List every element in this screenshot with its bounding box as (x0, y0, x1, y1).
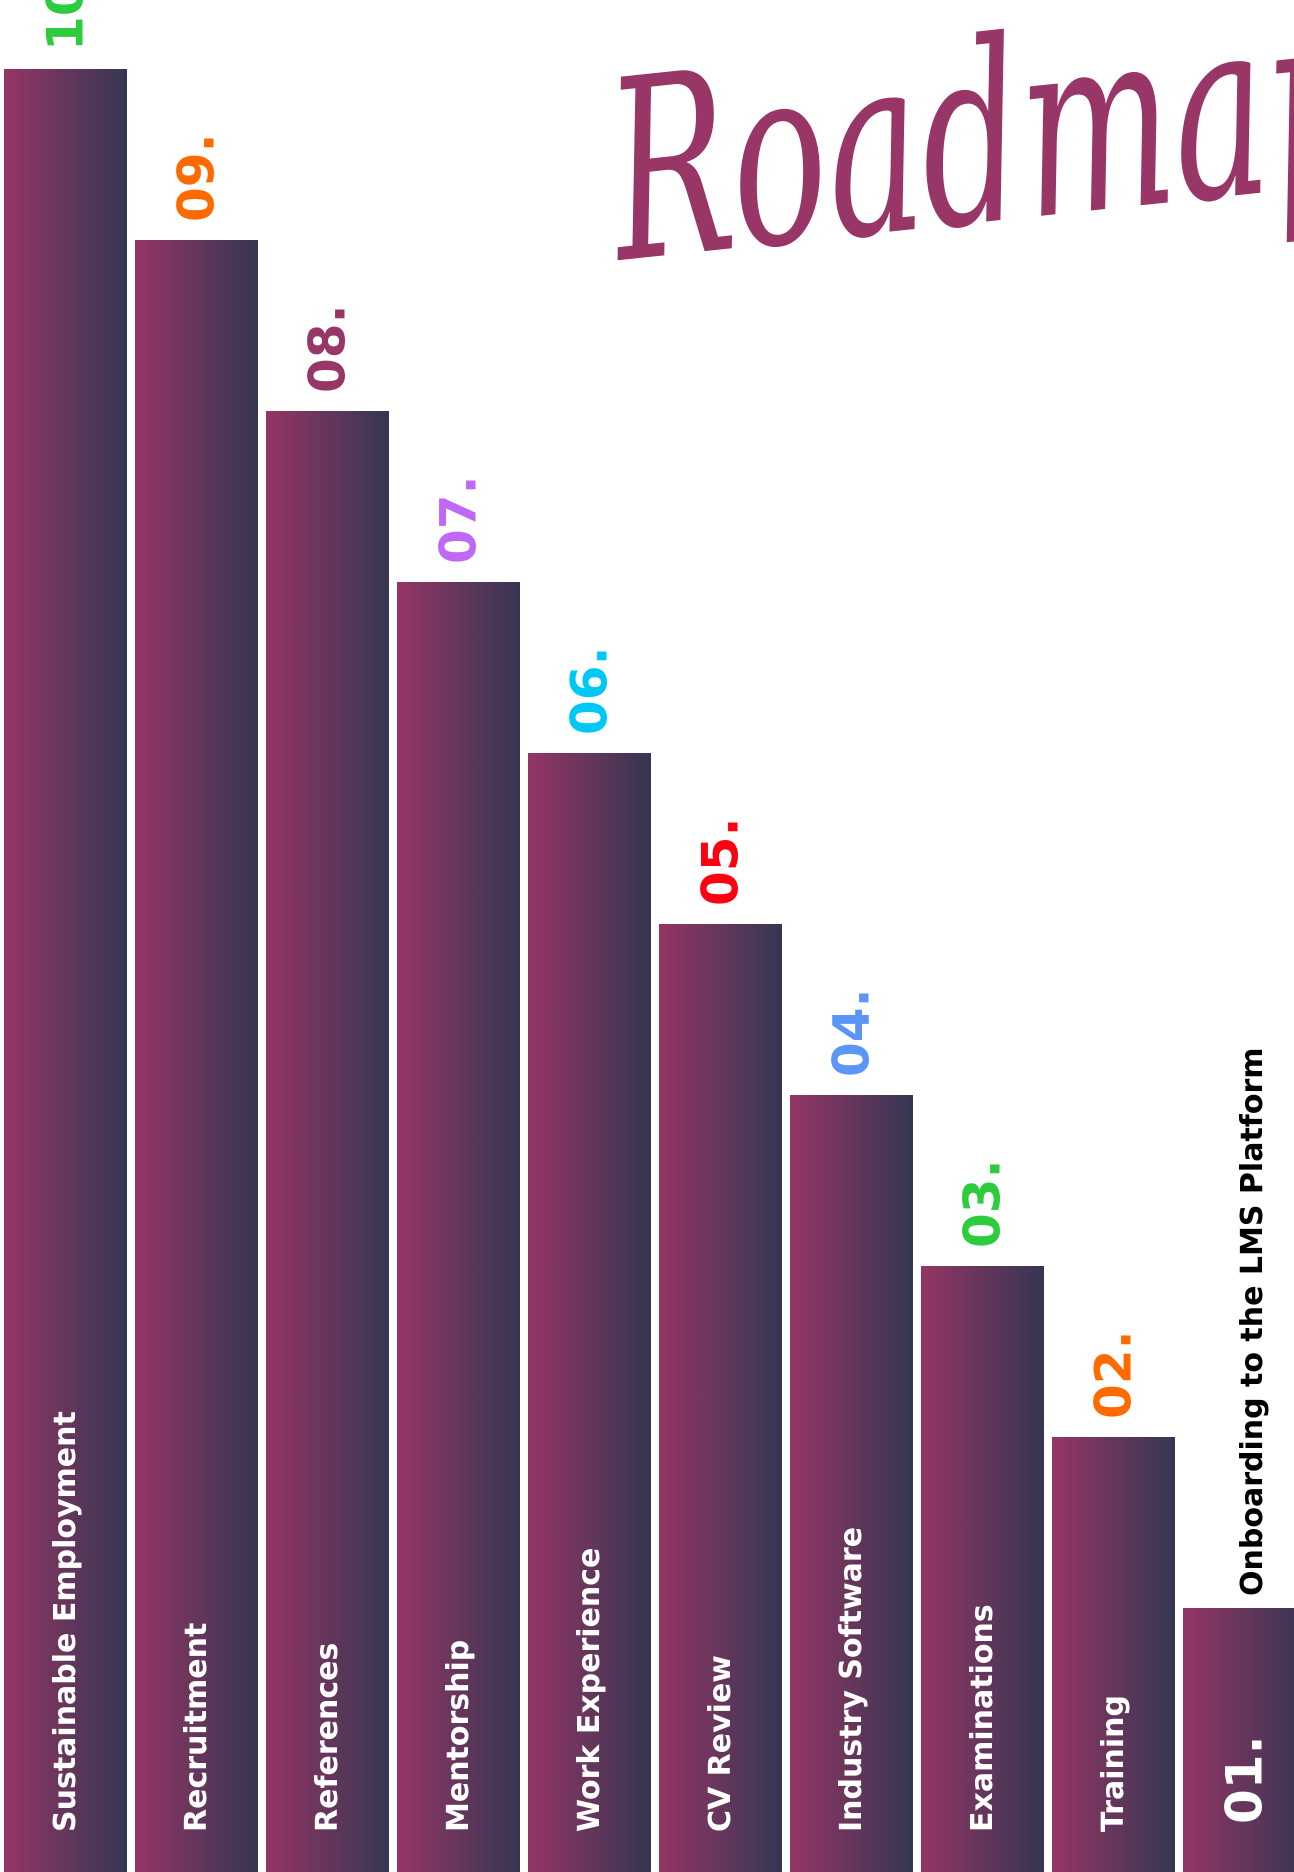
step-bar (921, 1266, 1044, 1872)
step-bar (790, 1095, 913, 1872)
step-label: CV Review (703, 1655, 738, 1832)
step-01: 01. Onboarding to the LMS Platform (1183, 1048, 1294, 1872)
step-number: 03. (954, 1159, 1012, 1248)
step-label: Recruitment (179, 1623, 214, 1832)
step-08: 08. References (266, 304, 389, 1872)
step-bar (528, 753, 651, 1872)
step-09: 09. Recruitment (135, 133, 258, 1872)
step-number: 04. (823, 988, 881, 1077)
step-03: 03. Examinations (921, 1159, 1044, 1872)
step-number: 02. (1085, 1330, 1143, 1419)
steps-group: 01. Onboarding to the LMS Platform 02. Trai… (4, 0, 1294, 1872)
step-bar (1183, 1608, 1294, 1872)
step-bar (266, 411, 389, 1872)
step-number: 07. (430, 475, 488, 564)
step-label: Industry Software (834, 1527, 869, 1832)
step-06: 06. Work Experience (528, 646, 651, 1872)
step-bar (135, 240, 258, 1872)
step-bar (1052, 1437, 1175, 1872)
step-label: Examinations (965, 1604, 1000, 1832)
step-number: 08. (299, 304, 357, 393)
step-label: Sustainable Employment (48, 1411, 83, 1832)
step-number: 09. (168, 133, 226, 222)
roadmap-title: Roadmap (593, 0, 1294, 319)
step-number: 06. (561, 646, 619, 735)
step-10: 10. Sustainable Employment (4, 0, 127, 1872)
step-label: Onboarding to the LMS Platform (1235, 1048, 1270, 1597)
step-04: 04. Industry Software (790, 988, 913, 1872)
step-07: 07. Mentorship (397, 475, 520, 1872)
step-02: 02. Training (1052, 1330, 1175, 1872)
step-number: 05. (692, 817, 750, 906)
step-label: Mentorship (441, 1640, 476, 1832)
step-label: References (310, 1643, 345, 1832)
step-bar (397, 582, 520, 1872)
step-bar (4, 69, 127, 1872)
step-label: Training (1096, 1695, 1131, 1832)
step-bar (659, 924, 782, 1872)
step-05: 05. CV Review (659, 817, 782, 1872)
step-number: 10. (37, 0, 95, 51)
step-label: Work Experience (572, 1548, 607, 1832)
step-number: 01. (1216, 1735, 1274, 1824)
